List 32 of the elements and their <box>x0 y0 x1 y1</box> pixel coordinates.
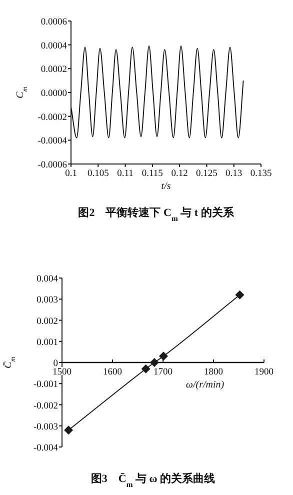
y-tick-label: 0.003 <box>36 296 58 306</box>
y-tick-label: 0.002 <box>36 316 58 327</box>
y-tick-label: -0.002 <box>33 401 58 412</box>
y-tick-label: 0.0006 <box>40 18 68 28</box>
y-tick-label: 0 <box>53 359 58 369</box>
x-tick-label: 1600 <box>103 368 122 378</box>
y-tick-label: 0.004 <box>36 274 58 284</box>
x-tick-label: 1900 <box>254 368 274 378</box>
y-tick-label: 0.0004 <box>40 41 68 52</box>
text: 图2 平衡转速下 C$_{m}$ 与 t 的关系 <box>78 206 235 222</box>
x-tick-label: 0.12 <box>171 169 188 179</box>
y-tick-label: 0.001 <box>36 338 58 348</box>
x-tick-label: 0.11 <box>117 169 134 179</box>
x-tick-label: 1800 <box>204 368 224 378</box>
y-tick-label: -0.004 <box>33 444 58 454</box>
x-tick-label: 1700 <box>154 368 173 378</box>
text: 图3 C̄$_{m}$ 与 ω 的关系曲线 <box>90 472 216 488</box>
y-tick-label: -0.0004 <box>38 136 68 147</box>
x-tick-label: 0.135 <box>250 169 272 179</box>
x-axis-title: ω/(r/min) <box>186 380 225 390</box>
x-tick-label: 0.105 <box>87 169 110 179</box>
y-tick-label: -0.0006 <box>38 160 68 170</box>
y-tick-label: -0.001 <box>33 380 58 390</box>
x-tick-label: 0.125 <box>196 169 218 179</box>
y-tick-label: -0.003 <box>33 422 58 432</box>
x-tick-label: 0.1 <box>65 169 78 179</box>
y-tick-label: 0.0002 <box>40 65 68 76</box>
x-tick-label: 0.115 <box>142 169 164 179</box>
y-tick-label: 0.0000 <box>40 89 68 99</box>
x-axis-title: t/s <box>161 181 171 192</box>
x-tick-label: 0.13 <box>226 169 242 179</box>
y-tick-label: -0.0002 <box>38 112 68 123</box>
